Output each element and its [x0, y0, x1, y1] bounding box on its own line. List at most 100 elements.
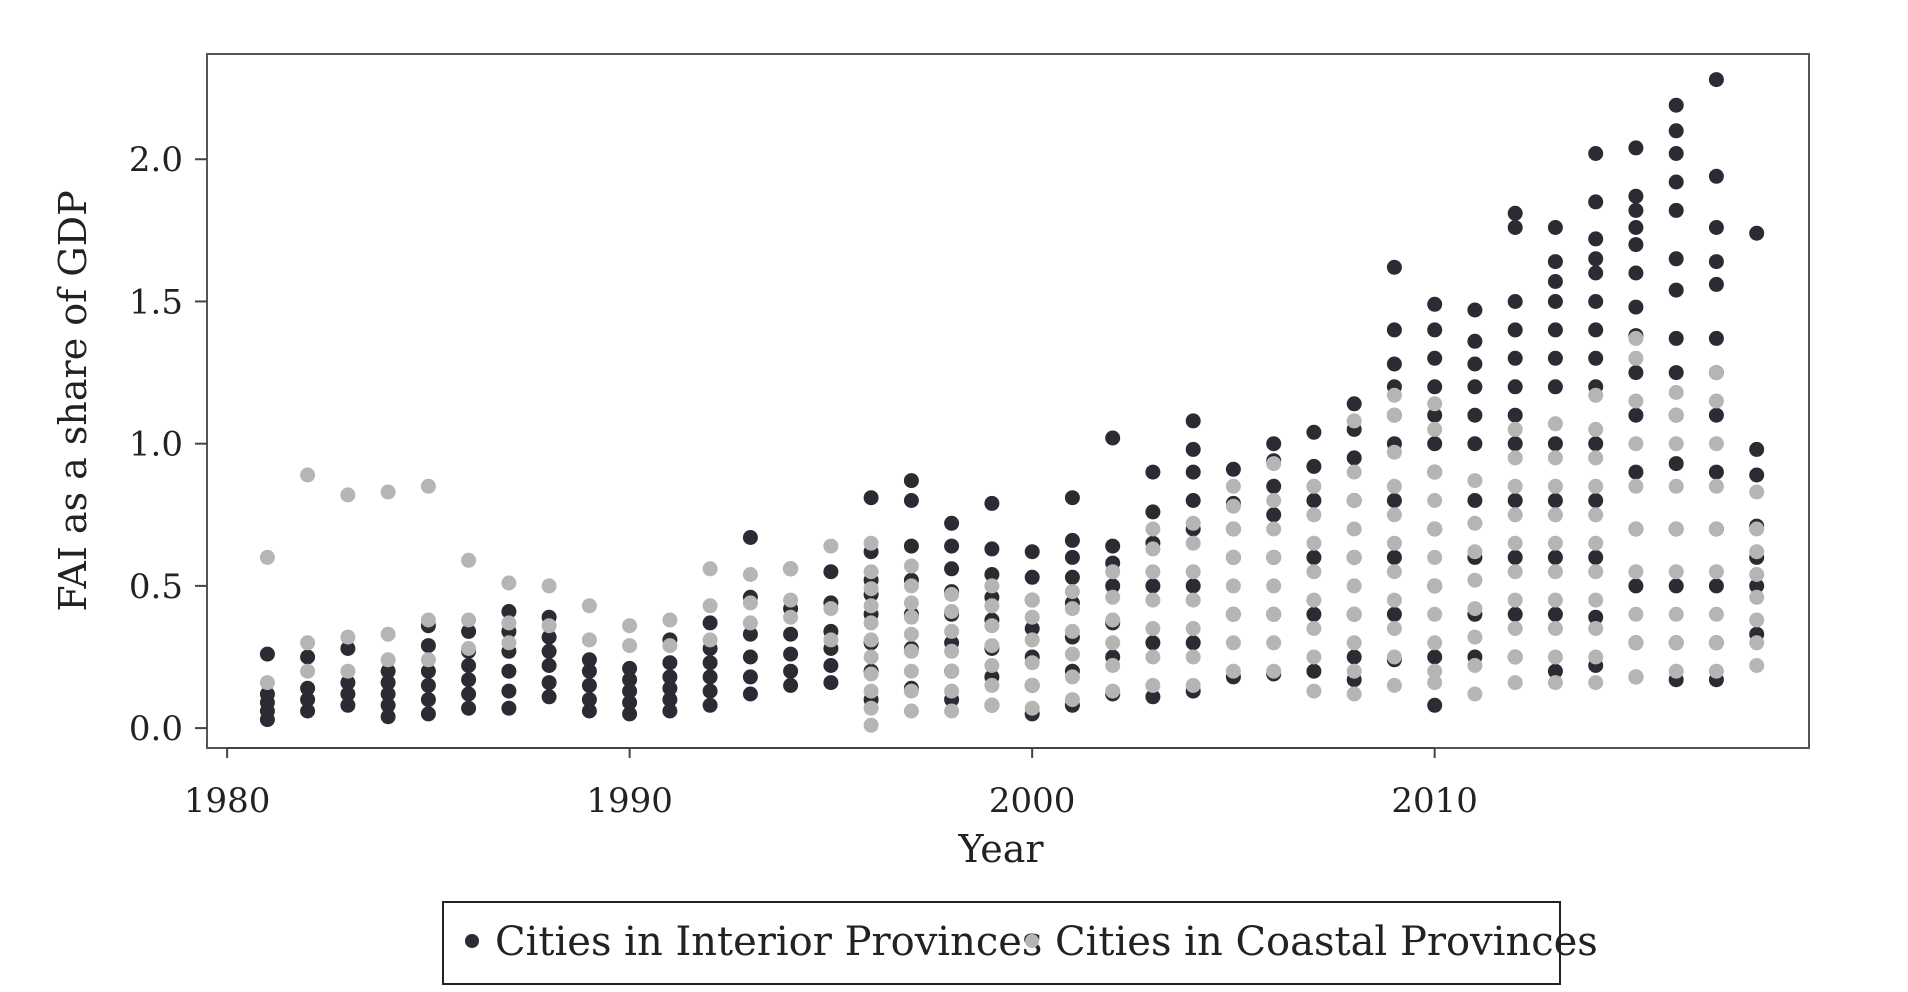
- interior-city-point: [1628, 407, 1644, 423]
- coastal-city-point: [863, 717, 879, 733]
- coastal-city-point: [984, 618, 1000, 634]
- coastal-city-point: [581, 632, 597, 648]
- interior-city-point: [1749, 578, 1765, 594]
- interior-city-point: [259, 686, 275, 702]
- coastal-city-point: [903, 558, 919, 574]
- coastal-city-point: [1024, 700, 1040, 716]
- coastal-city-point: [1427, 421, 1443, 437]
- coastal-city-point: [380, 626, 396, 642]
- coastal-city-point: [1708, 635, 1724, 651]
- interior-city-point: [581, 663, 597, 679]
- coastal-city-point: [1507, 621, 1523, 636]
- interior-city-point: [1588, 493, 1604, 508]
- interior-city-point: [581, 692, 597, 708]
- interior-city-point: [1588, 350, 1604, 366]
- coastal-city-point: [1024, 677, 1040, 693]
- coastal-city-point: [1306, 649, 1322, 665]
- interior-city-point: [1668, 251, 1684, 267]
- coastal-city-point: [1306, 621, 1322, 636]
- coastal-city-point: [300, 635, 316, 651]
- coastal-city-point: [662, 612, 678, 628]
- interior-city-point: [702, 615, 718, 631]
- coastal-city-point: [1024, 609, 1040, 625]
- interior-city-point: [1708, 168, 1724, 184]
- interior-city-point: [1024, 544, 1040, 560]
- coastal-city-point: [1588, 421, 1604, 437]
- coastal-city-point: [1386, 407, 1402, 423]
- coastal-city-point: [1628, 669, 1644, 685]
- coastal-city-point: [984, 677, 1000, 693]
- interior-city-point: [1507, 407, 1523, 423]
- interior-city-point: [1628, 220, 1644, 235]
- coastal-city-point: [1749, 567, 1765, 582]
- interior-city-point: [702, 655, 718, 671]
- points-layer: [259, 72, 1765, 733]
- interior-city-point: [1145, 578, 1161, 594]
- coastal-city-point: [1346, 606, 1362, 622]
- coastal-city-point: [501, 635, 517, 651]
- interior-city-point: [1668, 282, 1684, 298]
- coastal-city-point: [823, 601, 839, 617]
- coastal-city-point: [1386, 592, 1402, 608]
- coastal-city-point: [1145, 621, 1161, 636]
- interior-city-point: [1386, 322, 1402, 338]
- coastal-city-point: [944, 604, 960, 619]
- interior-city-point: [903, 538, 919, 554]
- interior-city-point: [1547, 493, 1563, 508]
- coastal-city-point: [1306, 478, 1322, 494]
- interior-city-point: [1105, 538, 1121, 554]
- interior-city-point: [1507, 549, 1523, 565]
- coastal-city-point: [903, 595, 919, 611]
- coastal-city-point: [1346, 493, 1362, 508]
- coastal-city-point: [300, 663, 316, 679]
- interior-city-point: [944, 561, 960, 577]
- interior-city-point: [1024, 569, 1040, 585]
- coastal-city-point: [1628, 606, 1644, 622]
- interior-city-point: [340, 697, 356, 713]
- interior-city-point: [1668, 365, 1684, 381]
- legend: Cities in Interior Provinces Cities in C…: [442, 901, 1598, 985]
- coastal-city-point: [1547, 416, 1563, 432]
- interior-city-point: [1628, 464, 1644, 480]
- coastal-city-point: [742, 567, 758, 582]
- interior-city-point: [1507, 220, 1523, 235]
- interior-city-point: [823, 658, 839, 673]
- coastal-city-point: [1386, 444, 1402, 460]
- coastal-city-point: [863, 564, 879, 580]
- coastal-city-point: [340, 663, 356, 679]
- interior-city-point: [944, 515, 960, 531]
- interior-city-point: [541, 675, 557, 691]
- coastal-city-point: [1507, 450, 1523, 466]
- interior-city-point: [1185, 578, 1201, 594]
- interior-city-point: [1507, 350, 1523, 366]
- coastal-city-point: [1708, 436, 1724, 452]
- interior-city-point: [1386, 549, 1402, 565]
- coastal-city-point: [1427, 663, 1443, 679]
- interior-city-point: [1668, 174, 1684, 190]
- interior-city-point: [1547, 274, 1563, 289]
- interior-city-point: [622, 683, 638, 699]
- interior-city-point: [1628, 140, 1644, 156]
- coastal-city-point: [1588, 535, 1604, 551]
- coastal-city-point: [944, 643, 960, 659]
- coastal-city-point: [1628, 350, 1644, 366]
- interior-city-point: [1708, 220, 1724, 235]
- coastal-city-point: [1105, 612, 1121, 628]
- coastal-city-point: [1024, 632, 1040, 648]
- coastal-city-point: [823, 538, 839, 554]
- interior-city-point: [1467, 493, 1483, 508]
- coastal-city-point: [1588, 387, 1604, 403]
- interior-city-point: [622, 672, 638, 688]
- coastal-city-point: [1708, 365, 1724, 381]
- coastal-city-point: [823, 632, 839, 648]
- interior-city-point: [541, 658, 557, 673]
- interior-city-point: [501, 663, 517, 679]
- coastal-city-point: [1386, 677, 1402, 693]
- interior-city-point: [944, 538, 960, 554]
- coastal-city-point: [1386, 649, 1402, 665]
- coastal-city-point: [702, 598, 718, 614]
- coastal-city-point: [1266, 521, 1282, 537]
- coastal-city-point: [1507, 535, 1523, 551]
- coastal-city-point: [1145, 564, 1161, 580]
- interior-city-point: [863, 490, 879, 506]
